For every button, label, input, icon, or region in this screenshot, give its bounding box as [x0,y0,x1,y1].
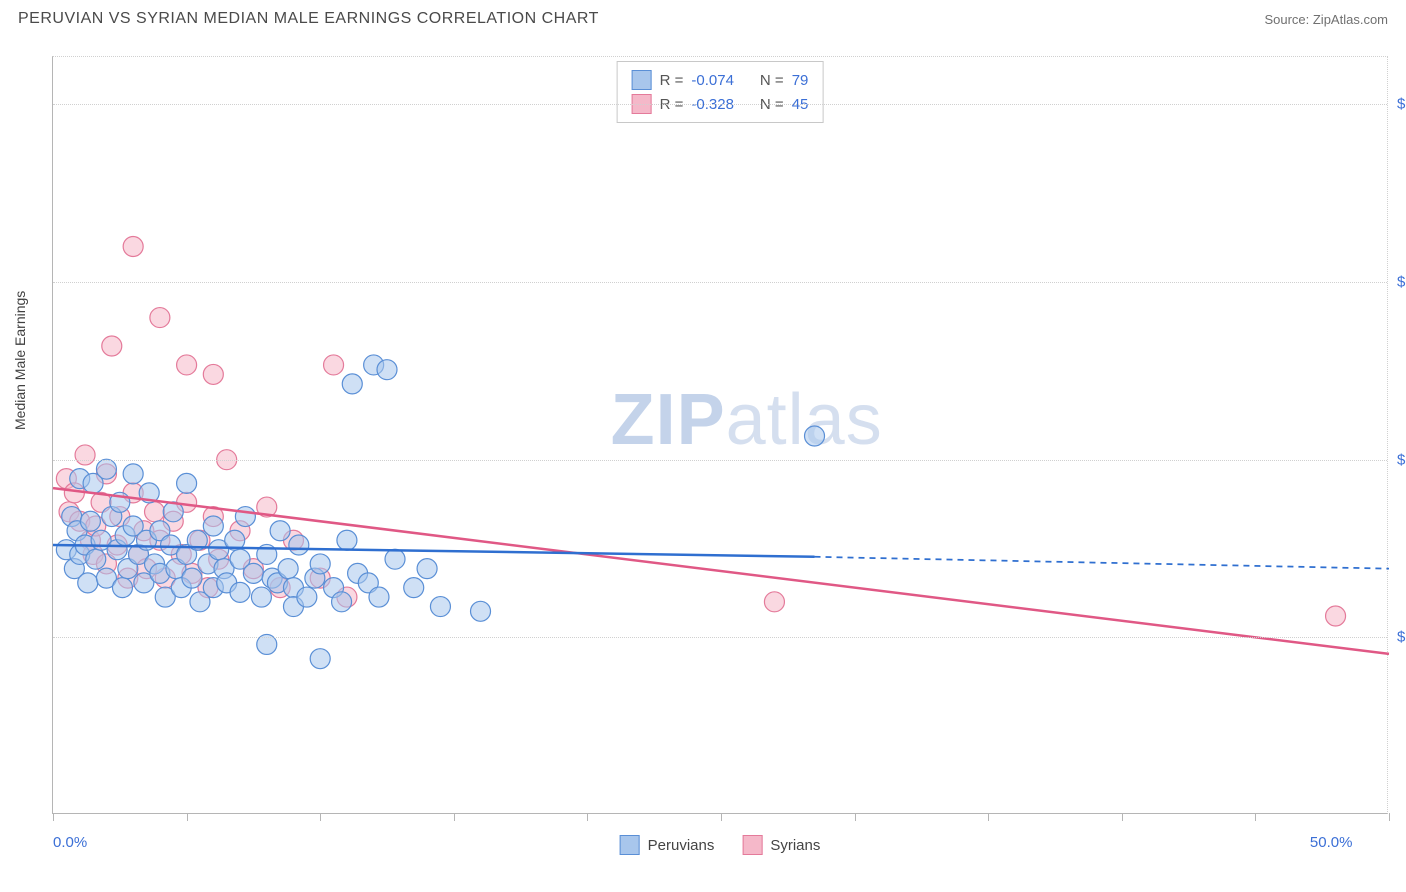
scatter-svg [53,57,1387,813]
data-point [337,530,357,550]
chart-header: PERUVIAN VS SYRIAN MEDIAN MALE EARNINGS … [0,0,1406,36]
data-point [182,568,202,588]
data-point [150,308,170,328]
data-point [805,426,825,446]
x-tick-label-min: 0.0% [53,834,87,851]
gridline [53,282,1387,283]
data-point [417,559,437,579]
r-label: R = [660,72,684,89]
data-point [102,336,122,356]
data-point [177,355,197,375]
data-point [278,559,298,579]
plot-area: ZIPatlas R = -0.074 N = 79 R = -0.328 N … [52,56,1388,814]
data-point [764,592,784,612]
data-point [123,464,143,484]
data-point [112,578,132,598]
data-point [270,521,290,541]
legend-item-syrians: Syrians [742,835,820,855]
data-point [1326,606,1346,626]
data-point [385,549,405,569]
x-tick-label-max: 50.0% [1310,834,1353,851]
x-tick [187,813,188,821]
x-tick [1255,813,1256,821]
series-legend: Peruvians Syrians [620,835,821,855]
data-point [75,445,95,465]
legend-item-peruvians: Peruvians [620,835,715,855]
data-point [310,554,330,574]
x-tick [320,813,321,821]
y-tick-label: $37,500 [1397,629,1406,646]
data-point [297,587,317,607]
data-point [235,507,255,527]
data-point [324,355,344,375]
data-point [177,473,197,493]
correlation-legend: R = -0.074 N = 79 R = -0.328 N = 45 [617,61,824,123]
swatch-peruvians-icon [632,70,652,90]
data-point [377,360,397,380]
legend-label-syrians: Syrians [770,837,820,854]
data-point [203,364,223,384]
data-point [430,597,450,617]
data-point [289,535,309,555]
x-tick [721,813,722,821]
gridline [53,637,1387,638]
y-tick-label: $150,000 [1397,96,1406,113]
data-point [96,459,116,479]
swatch-peruvians-icon [620,835,640,855]
data-point [342,374,362,394]
data-point [230,582,250,602]
gridline [53,460,1387,461]
data-point [369,587,389,607]
x-tick [988,813,989,821]
legend-row-peruvians: R = -0.074 N = 79 [632,68,809,92]
data-point [78,573,98,593]
data-point [471,601,491,621]
swatch-syrians-icon [742,835,762,855]
n-label: N = [760,72,784,89]
x-tick [1122,813,1123,821]
data-point [123,237,143,257]
data-point [332,592,352,612]
data-point [86,549,106,569]
r-value-peruvians: -0.074 [691,72,734,89]
source-credit: Source: ZipAtlas.com [1264,12,1388,27]
y-tick-label: $75,000 [1397,451,1406,468]
x-tick [855,813,856,821]
gridline [53,104,1387,105]
x-tick [587,813,588,821]
y-axis-label: Median Male Earnings [12,291,28,430]
y-tick-label: $112,500 [1397,274,1406,291]
data-point [243,563,263,583]
data-point [80,511,100,531]
x-tick [1389,813,1390,821]
legend-label-peruvians: Peruvians [648,837,715,854]
x-tick [454,813,455,821]
data-point [310,649,330,669]
data-point [251,587,271,607]
n-value-peruvians: 79 [792,72,809,89]
data-point [145,502,165,522]
x-tick [53,813,54,821]
trend-line [815,557,1389,569]
data-point [203,516,223,536]
chart-title: PERUVIAN VS SYRIAN MEDIAN MALE EARNINGS … [18,10,599,28]
data-point [404,578,424,598]
